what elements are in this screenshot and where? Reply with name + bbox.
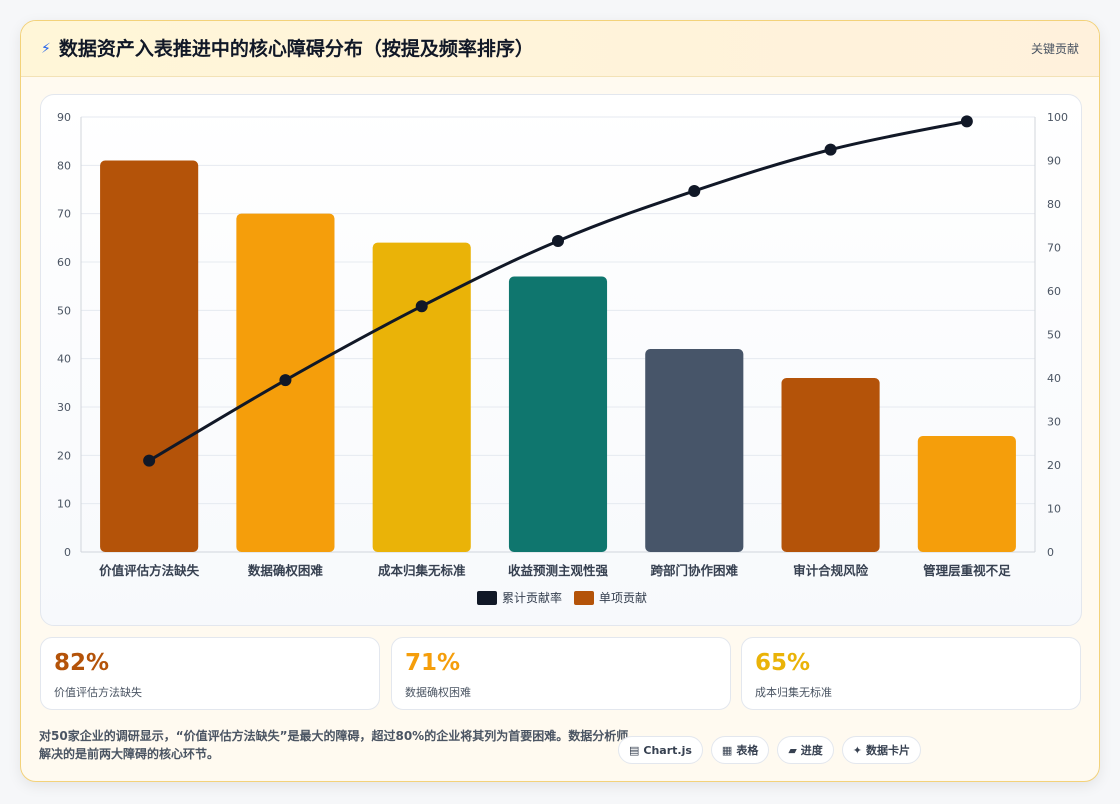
stat-value-2: 71%	[405, 650, 461, 676]
x-tick-label: 审计合规风险	[793, 563, 869, 578]
chip-chartjs[interactable]: ▤ Chart.js	[618, 736, 703, 764]
line-point[interactable]	[552, 234, 564, 247]
chart-card: ⚡ 数据资产入表推进中的核心障碍分布（按提及频率排序） 关键贡献 0 10 20 30…	[20, 20, 1100, 782]
stat-label-1: 价值评估方法缺失	[54, 686, 142, 699]
legend-swatch-single	[574, 590, 594, 605]
line-point[interactable]	[415, 300, 428, 313]
bar[interactable]	[100, 160, 199, 553]
legend-label-cumulative: 累计贡献率	[501, 591, 562, 605]
y-right-tick-label: 60	[1047, 285, 1061, 298]
legend-swatch-cumulative	[476, 590, 497, 605]
stat-card-1: 82% 价值评估方法缺失	[40, 637, 380, 710]
y-left-tick-label: 80	[57, 159, 71, 172]
stat-value-3: 65%	[755, 650, 811, 676]
stat-label-2: 数据确权困难	[405, 686, 471, 699]
chip-label-table: 表格	[736, 744, 759, 757]
legend-item-single[interactable]: 单项贡献	[574, 589, 647, 606]
y-left-tick-label: 20	[57, 449, 71, 462]
y-right-tick-label: 30	[1047, 416, 1061, 429]
stat-card-2: 71% 数据确权困难	[391, 637, 731, 710]
y-right-tick-label: 100	[1047, 111, 1068, 124]
y-left-tick-label: 60	[57, 256, 71, 269]
chip-label-chartjs: Chart.js	[643, 743, 692, 757]
title-wrap: ⚡ 数据资产入表推进中的核心障碍分布（按提及频率排序）	[41, 37, 534, 61]
bar[interactable]	[917, 436, 1016, 552]
x-tick-label: 收益预测主观性强	[508, 563, 609, 578]
legend-label-single: 单项贡献	[599, 591, 648, 605]
x-tick-label: 跨部门协作困难	[651, 563, 739, 578]
y-left-tick-label: 90	[57, 111, 71, 124]
stat-card-3: 65% 成本归集无标准	[741, 637, 1081, 710]
chart-legend: 累计贡献率 单项贡献	[41, 589, 1083, 606]
chip-table[interactable]: ▦ 表格	[710, 736, 770, 764]
chip-label-progress: 进度	[800, 744, 823, 757]
x-tick-label: 价值评估方法缺失	[99, 563, 200, 578]
stat-value-1: 82%	[54, 650, 110, 676]
stat-label-3: 成本归集无标准	[755, 686, 832, 699]
survey-note: 对50家企业的调研显示，“价值评估方法缺失”是最大的障碍，超过80%的企业将其列…	[39, 729, 629, 761]
key-contribution-link[interactable]: 关键贡献	[1030, 42, 1079, 56]
lightning-icon: ⚡	[41, 41, 51, 57]
line-point[interactable]	[143, 454, 156, 467]
sparkle-icon: ✦	[852, 743, 863, 757]
y-right-tick-label: 70	[1047, 242, 1061, 255]
bar[interactable]	[645, 349, 744, 552]
x-tick-label: 管理层重视不足	[923, 563, 1011, 578]
y-right-tick-label: 0	[1047, 546, 1054, 559]
x-tick-label: 数据确权困难	[247, 563, 324, 578]
y-right-tick-label: 20	[1047, 459, 1061, 472]
y-right-tick-label: 90	[1047, 155, 1061, 168]
chip-label-data-card: 数据卡片	[866, 744, 911, 757]
y-right-tick-label: 50	[1047, 329, 1061, 342]
y-right-tick-label: 40	[1047, 372, 1061, 385]
y-left-tick-label: 50	[57, 304, 71, 317]
chart-icon: ▤	[629, 743, 640, 757]
y-left-tick-label: 40	[57, 353, 71, 366]
y-left-tick-label: 30	[57, 401, 71, 414]
y-right-tick-label: 10	[1047, 503, 1061, 516]
pareto-chart: 0 10 20 30 40 50 60 70 80 90 0 10 20 30 40 50 60 70 80 90 10…	[57, 111, 1068, 578]
y-left-tick-label: 0	[64, 546, 71, 559]
chip-data-card[interactable]: ✦ 数据卡片	[841, 736, 922, 764]
bar[interactable]	[781, 378, 880, 552]
line-point[interactable]	[688, 184, 701, 197]
card-header: ⚡ 数据资产入表推进中的核心障碍分布（按提及频率排序） 关键贡献	[21, 21, 1099, 77]
y-left-tick-label: 10	[57, 498, 71, 511]
chart-panel: 0 10 20 30 40 50 60 70 80 90 0 10 20 30 40 50 60 70 80 90 10…	[40, 94, 1082, 626]
line-point[interactable]	[960, 115, 973, 128]
table-icon: ▦	[721, 743, 733, 757]
chip-progress[interactable]: ▰ 进度	[777, 736, 834, 764]
y-right-tick-label: 80	[1047, 198, 1061, 211]
legend-item-cumulative[interactable]: 累计贡献率	[476, 589, 562, 606]
x-tick-label: 成本归集无标准	[378, 563, 466, 578]
line-point[interactable]	[279, 374, 292, 387]
progress-icon: ▰	[788, 743, 797, 757]
page-title: 数据资产入表推进中的核心障碍分布（按提及频率排序）	[58, 38, 534, 60]
bar[interactable]	[508, 276, 608, 553]
chip-row: ▤ Chart.js ▦ 表格 ▰ 进度 ✦ 数据卡片	[618, 736, 922, 764]
y-left-tick-label: 70	[57, 208, 71, 221]
line-point[interactable]	[824, 143, 837, 156]
